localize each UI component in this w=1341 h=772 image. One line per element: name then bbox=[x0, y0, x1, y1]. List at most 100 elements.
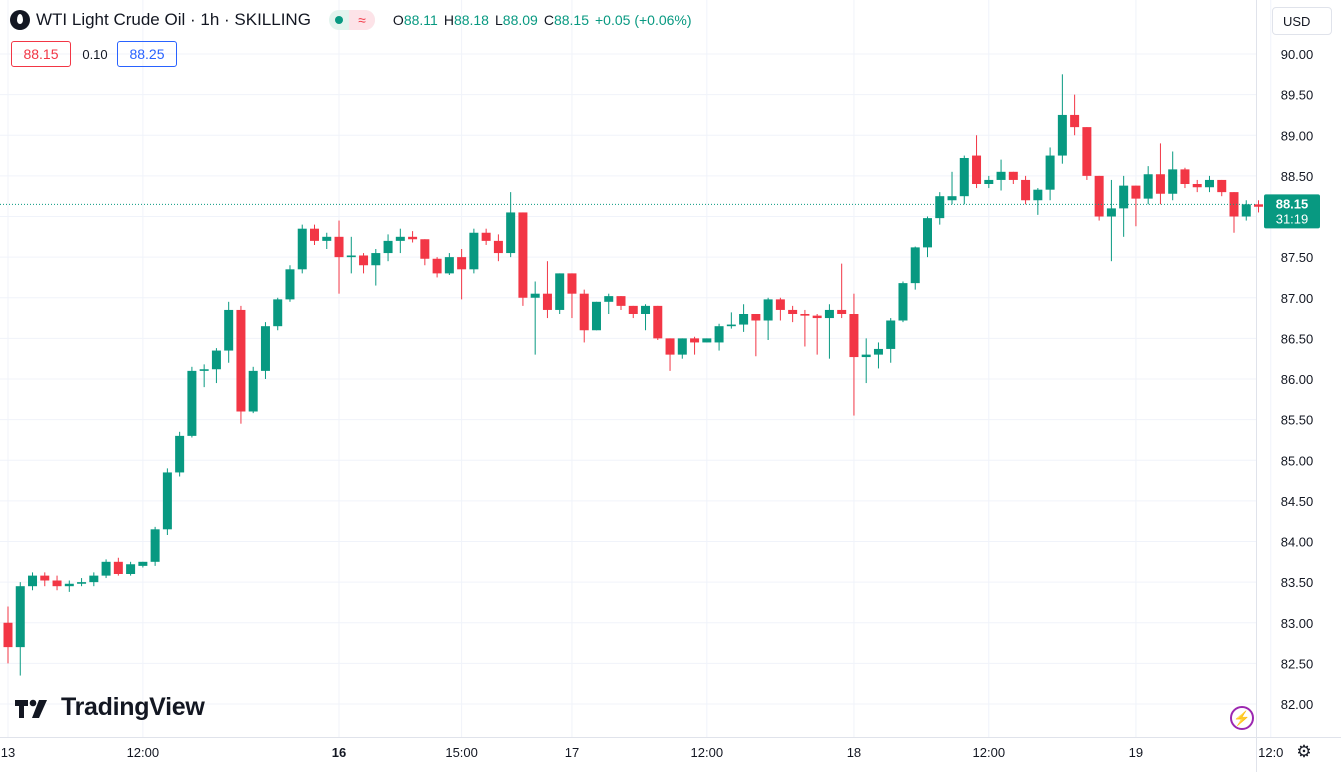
candle-body[interactable] bbox=[457, 257, 467, 270]
candle-body[interactable] bbox=[591, 301, 601, 331]
candle-body[interactable] bbox=[236, 309, 246, 412]
candle-body[interactable] bbox=[1106, 208, 1116, 217]
tradingview-logo[interactable]: TradingView bbox=[15, 693, 205, 722]
candle-body[interactable] bbox=[800, 314, 810, 316]
candle-body[interactable] bbox=[849, 314, 859, 358]
candle-body[interactable] bbox=[395, 236, 405, 241]
candle-body[interactable] bbox=[493, 240, 503, 254]
candle-body[interactable] bbox=[481, 232, 491, 241]
candle-body[interactable] bbox=[138, 561, 148, 566]
candle-body[interactable] bbox=[224, 309, 234, 351]
candle-body[interactable] bbox=[175, 435, 185, 473]
candle-body[interactable] bbox=[1094, 175, 1104, 217]
candle-body[interactable] bbox=[89, 575, 99, 583]
candle-body[interactable] bbox=[1204, 179, 1214, 188]
candle-body[interactable] bbox=[1082, 127, 1092, 176]
candle-body[interactable] bbox=[211, 350, 221, 370]
candle-body[interactable] bbox=[714, 326, 724, 343]
candle-body[interactable] bbox=[1070, 114, 1080, 128]
candle-body[interactable] bbox=[28, 575, 38, 587]
candle-body[interactable] bbox=[947, 196, 957, 201]
candle-body[interactable] bbox=[3, 622, 13, 648]
lightning-icon[interactable]: ⚡ bbox=[1230, 706, 1254, 730]
candle-body[interactable] bbox=[285, 269, 295, 300]
candle-body[interactable] bbox=[555, 273, 565, 310]
candle-body[interactable] bbox=[542, 293, 552, 310]
candle-body[interactable] bbox=[199, 369, 209, 371]
candle-body[interactable] bbox=[837, 309, 847, 314]
candle-body[interactable] bbox=[15, 586, 25, 648]
candle-body[interactable] bbox=[935, 196, 945, 219]
candle-body[interactable] bbox=[751, 314, 761, 321]
candle-body[interactable] bbox=[77, 582, 87, 584]
currency-select[interactable]: USD bbox=[1272, 7, 1332, 35]
candle-body[interactable] bbox=[861, 354, 871, 358]
candle-body[interactable] bbox=[408, 236, 418, 240]
candle-body[interactable] bbox=[322, 236, 332, 241]
candle-body[interactable] bbox=[604, 296, 614, 302]
candle-body[interactable] bbox=[469, 232, 479, 270]
candle-body[interactable] bbox=[898, 283, 908, 321]
candle-body[interactable] bbox=[739, 314, 749, 325]
candle-body[interactable] bbox=[910, 247, 920, 284]
sell-price-button[interactable]: 88.15 bbox=[11, 41, 71, 67]
candle-body[interactable] bbox=[641, 305, 651, 314]
candle-body[interactable] bbox=[310, 228, 319, 241]
candle-body[interactable] bbox=[886, 320, 896, 349]
buy-price-button[interactable]: 88.25 bbox=[117, 41, 177, 67]
candle-body[interactable] bbox=[1119, 185, 1129, 209]
candle-body[interactable] bbox=[812, 315, 822, 319]
candle-body[interactable] bbox=[579, 293, 589, 331]
candle-body[interactable] bbox=[1155, 174, 1165, 194]
candle-body[interactable] bbox=[1057, 114, 1067, 156]
candle-body[interactable] bbox=[530, 293, 540, 298]
candle-body[interactable] bbox=[873, 348, 883, 355]
candle-body[interactable] bbox=[371, 253, 381, 266]
candle-body[interactable] bbox=[248, 370, 258, 412]
candle-body[interactable] bbox=[763, 299, 773, 321]
candle-body[interactable] bbox=[653, 305, 663, 339]
candle-body[interactable] bbox=[628, 305, 638, 314]
candle-body[interactable] bbox=[702, 338, 712, 343]
candle-body[interactable] bbox=[518, 212, 528, 298]
candle-body[interactable] bbox=[1131, 185, 1141, 199]
candle-body[interactable] bbox=[972, 155, 982, 184]
candle-body[interactable] bbox=[923, 218, 932, 248]
candle-body[interactable] bbox=[1045, 155, 1055, 190]
market-status-pill[interactable]: ≈ bbox=[328, 10, 375, 30]
candle-body[interactable] bbox=[1143, 174, 1153, 199]
candle-body[interactable] bbox=[260, 326, 270, 371]
settings-icon[interactable]: ⚙ bbox=[1296, 742, 1312, 761]
candle-body[interactable] bbox=[126, 564, 136, 574]
candle-body[interactable] bbox=[996, 171, 1006, 180]
candle-body[interactable] bbox=[40, 575, 50, 581]
candle-body[interactable] bbox=[1021, 179, 1031, 201]
candle-body[interactable] bbox=[64, 583, 74, 587]
candle-body[interactable] bbox=[113, 561, 123, 574]
candle-body[interactable] bbox=[1008, 171, 1018, 180]
candle-body[interactable] bbox=[1192, 184, 1202, 188]
candle-body[interactable] bbox=[101, 561, 111, 576]
candle-body[interactable] bbox=[334, 236, 344, 258]
candle-body[interactable] bbox=[346, 255, 356, 258]
candle-body[interactable] bbox=[187, 370, 197, 436]
candle-body[interactable] bbox=[359, 255, 369, 266]
candle-body[interactable] bbox=[726, 324, 736, 327]
candle-body[interactable] bbox=[150, 529, 160, 562]
candle-body[interactable] bbox=[273, 299, 283, 327]
candle-body[interactable] bbox=[984, 179, 994, 184]
candle-body[interactable] bbox=[297, 228, 307, 270]
candle-body[interactable] bbox=[1180, 169, 1190, 184]
candle-body[interactable] bbox=[420, 239, 430, 259]
candle-body[interactable] bbox=[959, 158, 969, 197]
candle-body[interactable] bbox=[1033, 189, 1043, 201]
candle-body[interactable] bbox=[788, 309, 798, 314]
candle-body[interactable] bbox=[1217, 179, 1227, 193]
candle-body[interactable] bbox=[1241, 204, 1251, 217]
candle-body[interactable] bbox=[162, 472, 172, 530]
candle-body[interactable] bbox=[616, 296, 626, 306]
candle-body[interactable] bbox=[567, 273, 577, 294]
candle-body[interactable] bbox=[444, 257, 454, 274]
